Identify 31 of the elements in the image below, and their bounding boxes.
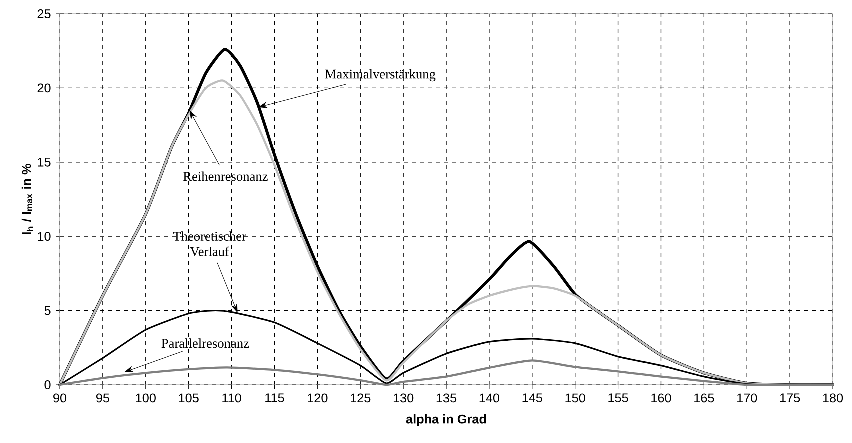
- y-axis-title: I$_{h}$ / I$_{max}$ in %: [22, 164, 34, 234]
- x-tick-label: 140: [480, 394, 500, 403]
- x-tick-label: 105: [179, 394, 199, 403]
- annotation: Theoretischer Verlauf: [173, 232, 246, 256]
- x-tick-label: 120: [308, 394, 328, 403]
- x-tick-label: 90: [54, 394, 67, 403]
- annotation: Parallelresonanz: [162, 338, 250, 348]
- y-tick-label: 25: [38, 10, 51, 18]
- x-tick-label: 175: [780, 394, 800, 403]
- x-tick-label: 115: [266, 394, 284, 403]
- annotation: Maximalverstärkung: [325, 69, 436, 82]
- x-tick-label: 135: [436, 394, 457, 403]
- x-tick-label: 165: [694, 394, 714, 403]
- x-tick-label: 170: [738, 394, 758, 403]
- y-tick-label: 20: [38, 84, 51, 93]
- x-tick-label: 150: [566, 394, 586, 403]
- x-tick-label: 100: [136, 394, 156, 403]
- x-tick-label: 125: [351, 394, 371, 403]
- y-tick-label: 5: [44, 306, 51, 316]
- x-tick-label: 155: [608, 394, 628, 403]
- x-axis-title: alpha in Grad: [406, 414, 486, 426]
- x-tick-label: 130: [394, 394, 414, 403]
- x-tick-label: 95: [96, 394, 110, 403]
- y-tick-label: 0: [44, 380, 51, 390]
- annotation: Reihenresonanz: [184, 172, 268, 182]
- x-tick-label: 160: [652, 394, 672, 403]
- x-tick-label: 110: [222, 394, 242, 403]
- x-tick-label: 180: [823, 394, 844, 403]
- y-tick-label: 10: [38, 232, 51, 242]
- x-tick-label: 145: [522, 394, 542, 403]
- y-tick-label: 15: [38, 158, 51, 167]
